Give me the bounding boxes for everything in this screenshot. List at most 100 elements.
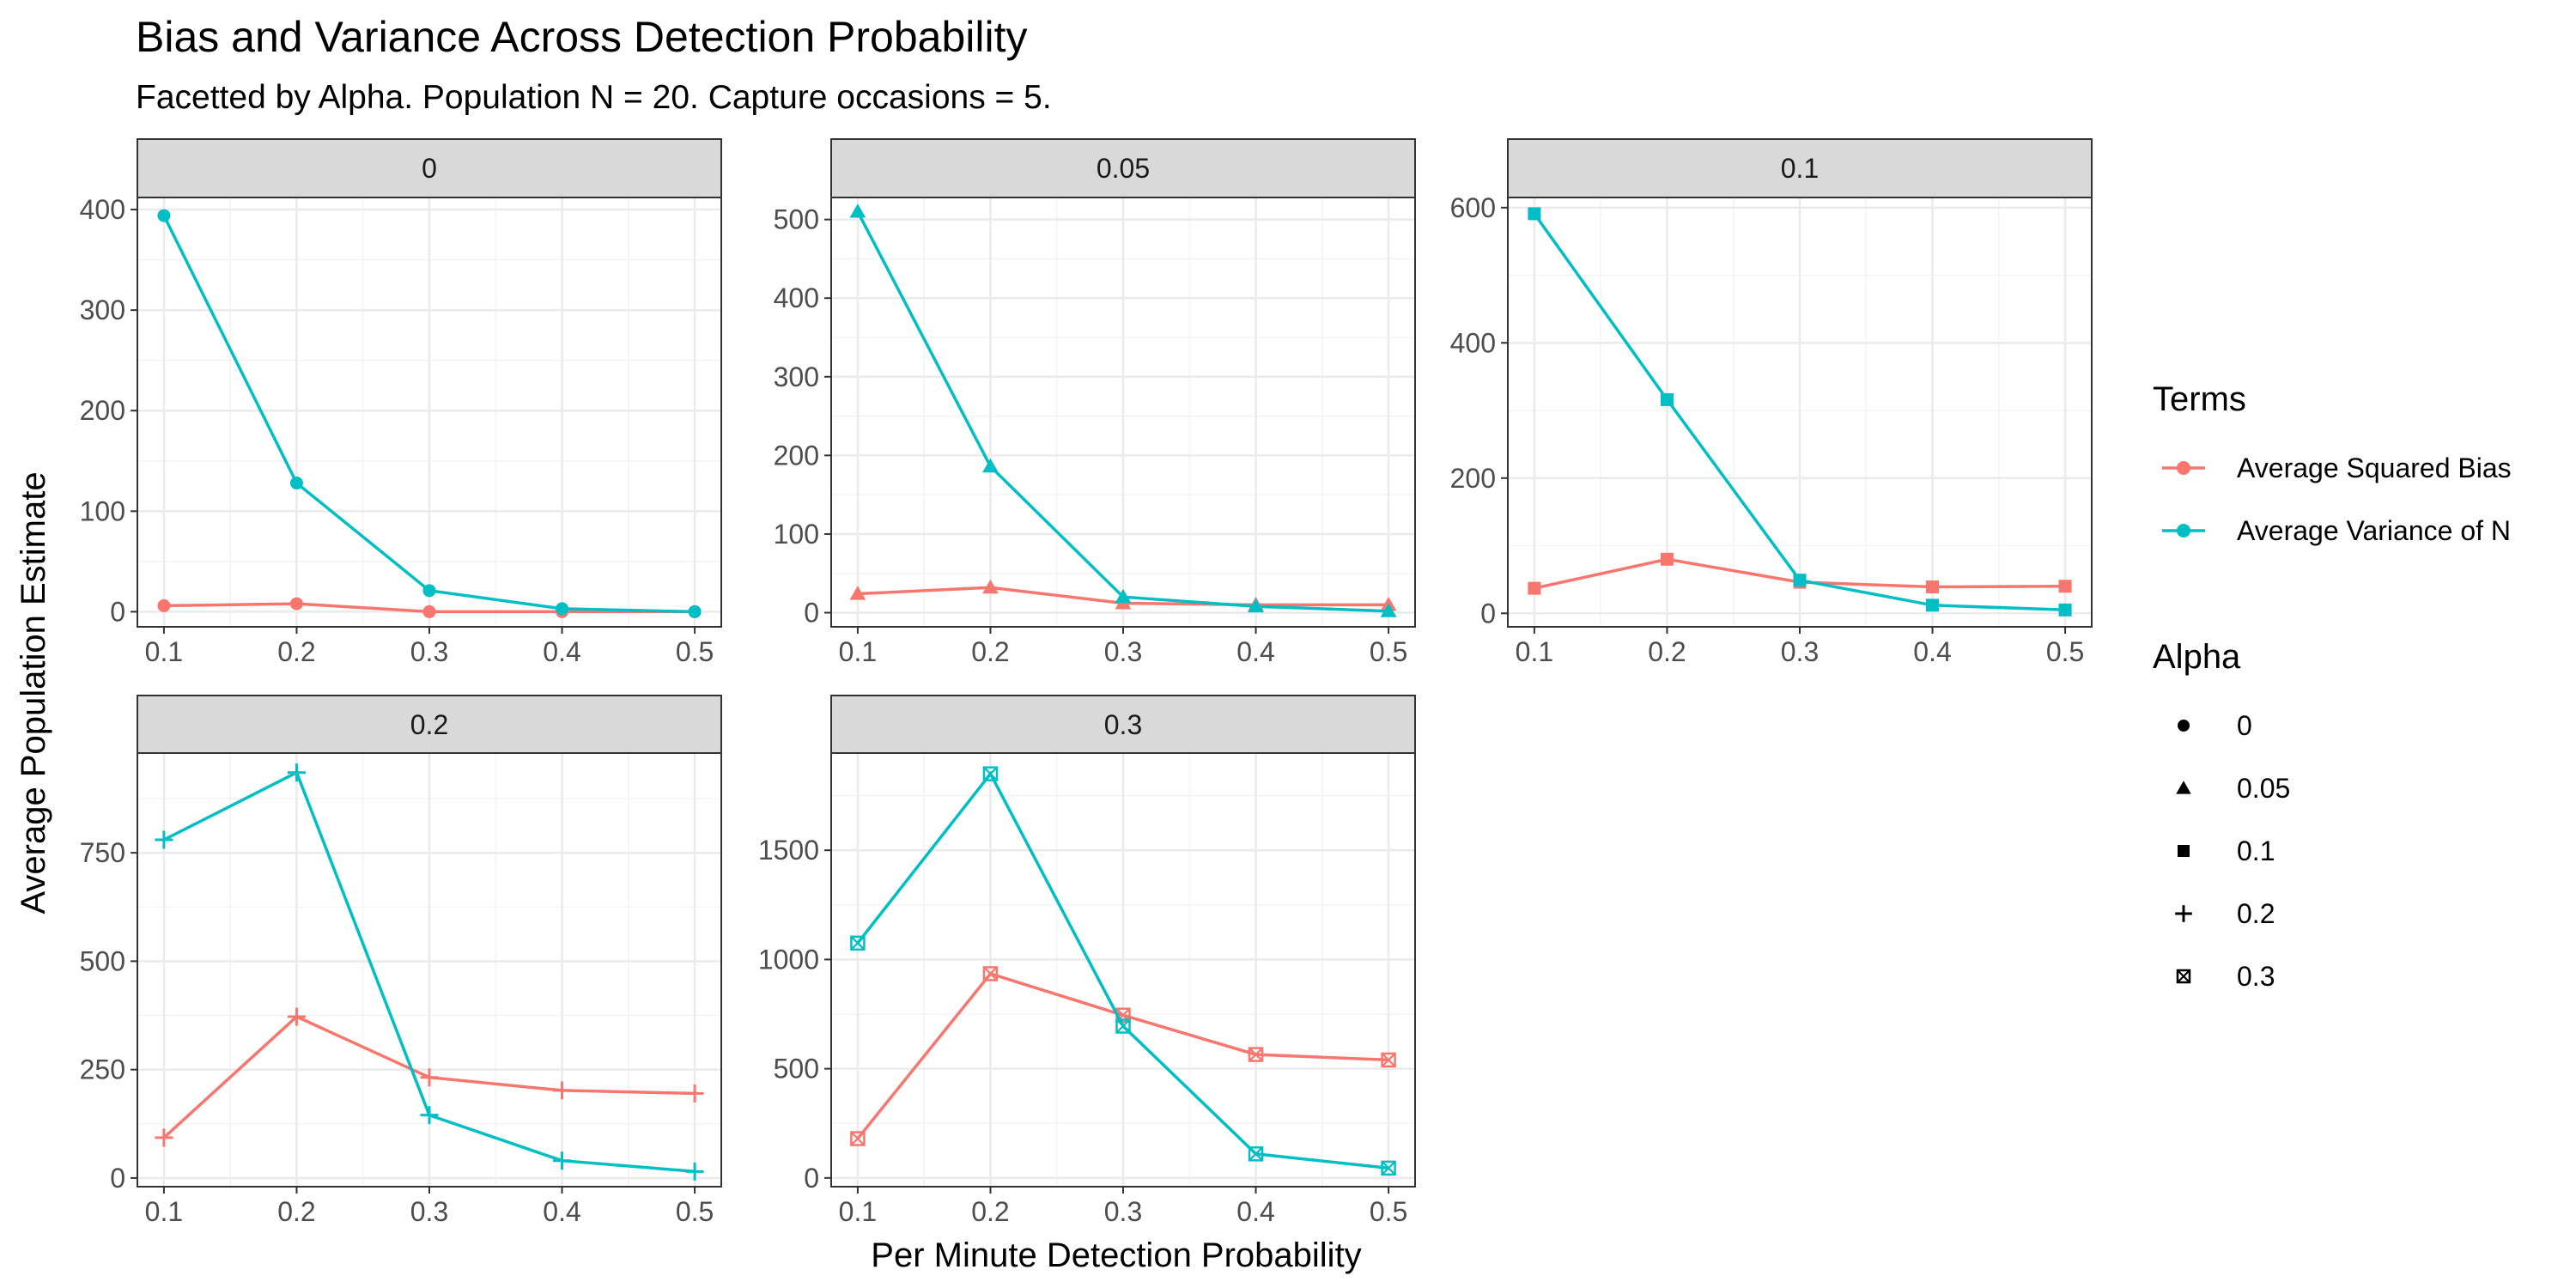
data-point-variance	[1380, 603, 1397, 617]
legend-item-alpha: 0.2	[2175, 898, 2275, 929]
x-tick-label: 0.3	[1104, 1196, 1142, 1227]
facet-strip-label: 0.05	[1097, 153, 1150, 184]
data-point-variance	[422, 584, 436, 598]
panel-border	[137, 197, 722, 628]
facet-strip-label: 0.3	[1104, 709, 1142, 740]
legend-circle-icon	[2177, 461, 2190, 475]
data-point-bias	[685, 1084, 704, 1103]
data-point-variance	[1248, 1146, 1264, 1162]
y-tick-label: 0	[110, 1163, 125, 1194]
y-tick-label: 200	[774, 440, 819, 471]
y-tick-label: 0	[110, 596, 125, 627]
facet-panel-0.2: 0.2 0 250 500 750 0.1 0.2 0.3 0.4 0.5	[80, 695, 722, 1227]
legend-label: 0.2	[2237, 898, 2275, 929]
facet-strip-label: 0.1	[1781, 153, 1819, 184]
legend-item-alpha: 0.1	[2178, 835, 2275, 866]
data-point-variance	[688, 605, 702, 618]
panel-border	[830, 752, 1416, 1188]
y-tick-label: 300	[80, 295, 125, 325]
data-point-variance	[850, 935, 866, 951]
triangle-icon	[2176, 781, 2191, 794]
data-point-variance	[155, 830, 173, 849]
data-point-variance	[849, 204, 866, 218]
data-point-variance	[685, 1162, 704, 1181]
x-tick-label: 0.1	[839, 1196, 877, 1227]
data-point-variance	[2058, 603, 2072, 617]
x-tick-label: 0.1	[145, 1196, 183, 1227]
y-tick-label: 300	[774, 361, 819, 392]
data-point-bias	[155, 1128, 173, 1147]
data-point-bias	[1660, 552, 1674, 566]
y-tick-label: 500	[774, 1054, 819, 1084]
y-tick-label: 400	[774, 283, 819, 313]
facet-panels: 0 0 100 200 300 400 0.1 0.2 0.3 0.4 0.5 0.05 0 100 200…	[80, 138, 2093, 1227]
chart-title: Bias and Variance Across Detection Proba…	[136, 13, 1028, 61]
data-point-variance	[1248, 598, 1264, 613]
y-tick-label: 200	[1450, 463, 1496, 494]
facet-strip	[137, 138, 722, 198]
data-point-variance	[157, 209, 171, 222]
legend-item-variance: Average Variance of N	[2162, 515, 2511, 546]
y-tick-label: 400	[1450, 327, 1496, 358]
x-tick-label: 0.1	[1516, 636, 1553, 667]
x-tick-label: 0.3	[410, 636, 448, 667]
legend-label: 0.3	[2237, 961, 2275, 992]
legend-item-alpha: 0.05	[2176, 773, 2290, 804]
legend-item-alpha: 0.3	[2176, 961, 2275, 992]
square-icon	[2178, 845, 2190, 857]
x-tick-label: 0.4	[543, 1196, 580, 1227]
data-point-bias	[982, 579, 999, 594]
x-tick-label: 0.3	[1104, 636, 1142, 667]
data-point-bias	[1248, 1047, 1264, 1062]
x-tick-label: 0.5	[1370, 636, 1407, 667]
data-point-variance	[1926, 598, 1940, 612]
panel-border	[830, 197, 1416, 628]
x-tick-label: 0.5	[676, 636, 714, 667]
facet-strip-label: 0	[422, 153, 437, 184]
y-tick-label: 1000	[758, 944, 819, 975]
data-point-bias	[157, 598, 171, 612]
data-point-bias	[289, 597, 303, 611]
x-tick-label: 0.1	[145, 636, 183, 667]
facet-strip	[1507, 138, 2093, 198]
data-point-bias	[420, 1068, 439, 1087]
y-tick-label: 0	[1480, 598, 1496, 629]
legend-circle-icon	[2177, 524, 2190, 538]
x-tick-label: 0.4	[543, 636, 580, 667]
x-axis-title: Per Minute Detection Probability	[871, 1236, 1361, 1274]
facet-strip	[830, 695, 1416, 755]
facet-panel-0.1: 0.1 0 200 400 600 0.1 0.2 0.3 0.4 0.5	[1450, 138, 2093, 667]
x-tick-label: 0.5	[2046, 636, 2084, 667]
legend-alpha-title: Alpha	[2153, 638, 2241, 676]
data-point-variance	[287, 763, 306, 782]
data-point-variance	[420, 1106, 439, 1125]
legend-label: 0.1	[2237, 835, 2275, 866]
data-point-bias	[1926, 580, 1940, 594]
panel-border	[1507, 197, 2093, 628]
legend-terms-title: Terms	[2153, 380, 2246, 418]
data-point-variance	[1660, 392, 1674, 406]
y-tick-label: 600	[1450, 192, 1496, 223]
facet-panel-0: 0 0 100 200 300 400 0.1 0.2 0.3 0.4 0.5	[80, 138, 722, 667]
data-point-bias	[849, 586, 866, 600]
plus-icon	[2175, 905, 2192, 922]
x-tick-label: 0.2	[971, 636, 1009, 667]
legend-item-bias: Average Squared Bias	[2162, 453, 2512, 483]
y-axis-title: Average Population Estimate	[15, 471, 52, 914]
facet-strip	[830, 138, 1416, 198]
data-point-variance	[982, 458, 999, 473]
panel-border	[137, 752, 722, 1188]
x-tick-label: 0.5	[1370, 1196, 1407, 1227]
legend-label: Average Variance of N	[2237, 515, 2511, 546]
x-tick-label: 0.2	[277, 636, 315, 667]
data-point-bias	[2058, 580, 2072, 593]
y-tick-label: 100	[774, 519, 819, 550]
data-point-variance	[982, 766, 999, 781]
legend: Terms Alpha Average Squared Bias Average …	[2153, 380, 2512, 992]
facet-strip-label: 0.2	[410, 709, 448, 740]
data-point-bias	[1381, 1052, 1396, 1068]
data-point-variance	[553, 1151, 572, 1170]
x-tick-label: 0.2	[1648, 636, 1686, 667]
y-tick-label: 750	[80, 837, 125, 868]
